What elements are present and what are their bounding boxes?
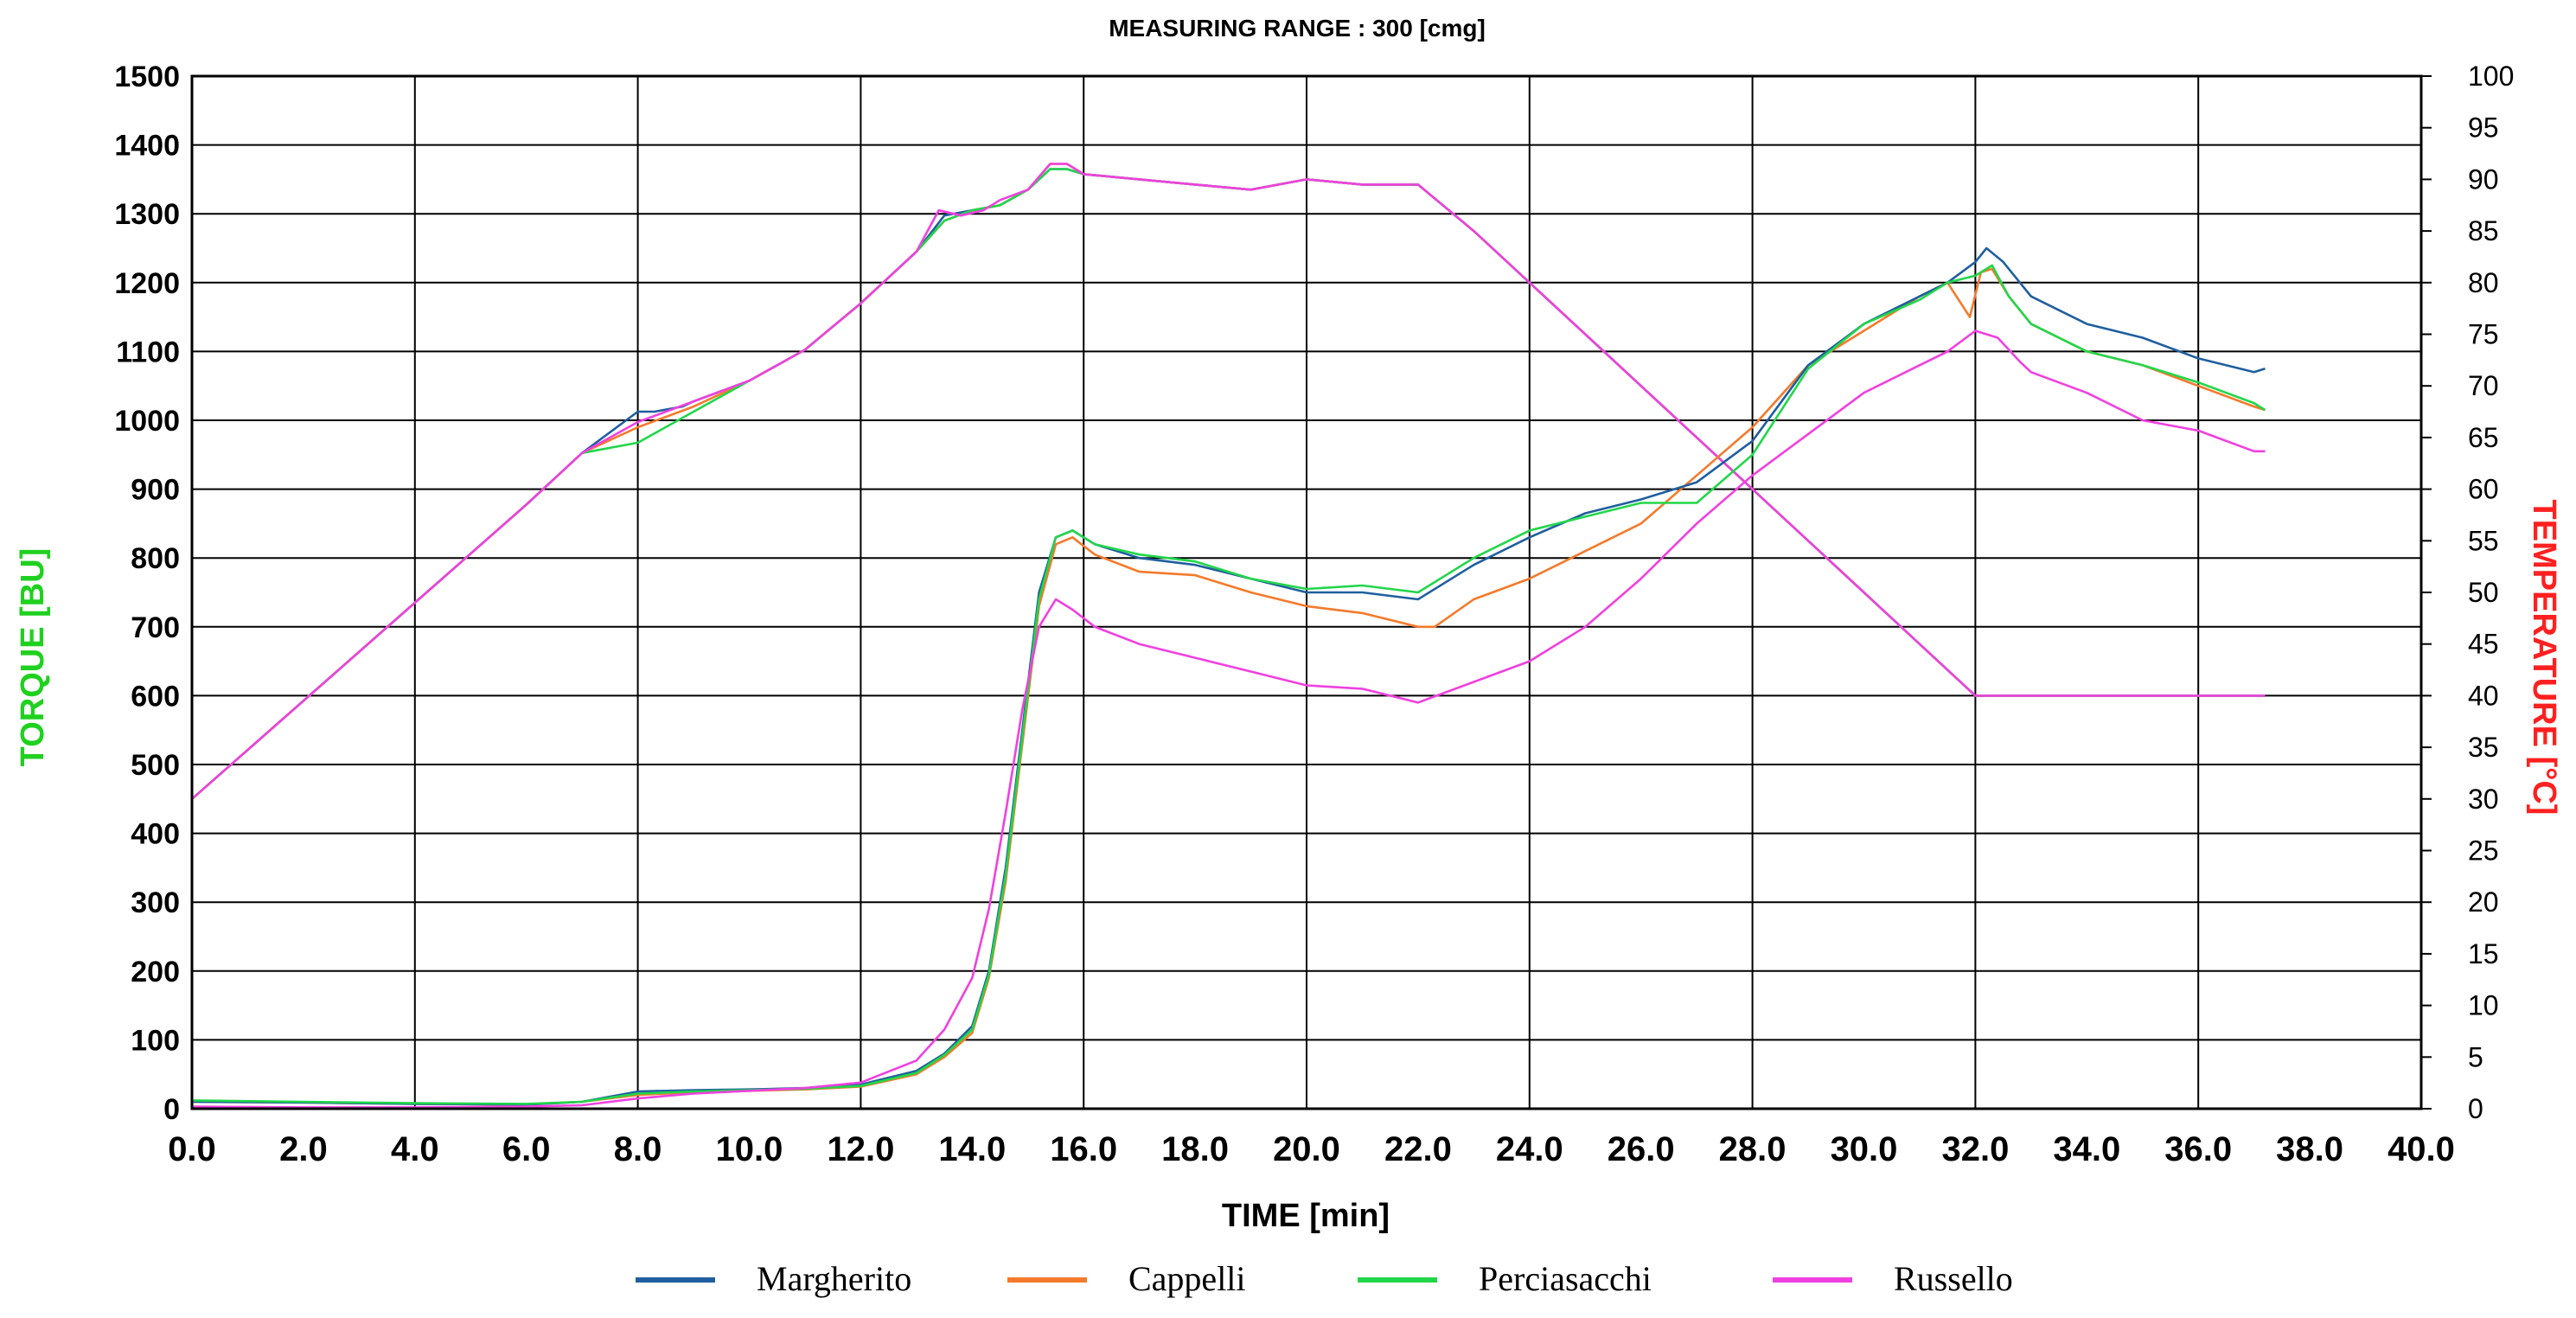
- y2-tick-label: 0: [2468, 1093, 2483, 1124]
- x-axis-title: TIME [min]: [1222, 1198, 1390, 1234]
- x-tick-label: 14.0: [938, 1130, 1006, 1168]
- y-tick-label: 100: [131, 1024, 180, 1057]
- y-axis-title: TORQUE [BU]: [15, 548, 51, 767]
- y-tick-label: 800: [131, 542, 180, 575]
- x-tick-label: 38.0: [2276, 1130, 2343, 1168]
- torque-line-russello: [191, 330, 2266, 1109]
- y-tick-label: 1100: [116, 336, 180, 368]
- y2-tick-label: 50: [2468, 577, 2499, 608]
- y2-tick-label: 25: [2468, 835, 2499, 867]
- x-tick-label: 20.0: [1273, 1130, 1340, 1168]
- y2-tick-label: 10: [2468, 990, 2499, 1021]
- y2-tick-label: 15: [2468, 938, 2499, 969]
- y2-tick-label: 95: [2468, 112, 2499, 144]
- x-axis-ticks: 0.0 2.0 4.0 6.0 8.0 10.0 12.0 14.0 16.0 18.0 20.0 2…: [168, 1130, 2455, 1168]
- x-tick-label: 40.0: [2387, 1130, 2455, 1168]
- x-tick-label: 8.0: [614, 1130, 662, 1168]
- x-tick-label: 34.0: [2053, 1130, 2120, 1168]
- y2-tick-label: 30: [2468, 784, 2499, 815]
- y2-tick-label: 55: [2468, 525, 2499, 556]
- temperature-line-russello: [191, 163, 2266, 800]
- y2-axis-title: TEMPERATURE [°C]: [2526, 500, 2562, 816]
- legend: Margherito Cappelli Perciasacchi Russello: [636, 1259, 2013, 1298]
- y-tick-label: 400: [131, 818, 180, 851]
- y-tick-label: 1500: [114, 61, 180, 93]
- y2-tick-label: 75: [2468, 319, 2499, 350]
- x-tick-label: 2.0: [279, 1130, 328, 1168]
- x-tick-label: 24.0: [1496, 1130, 1563, 1168]
- y2-tick-label: 40: [2468, 680, 2499, 711]
- x-tick-label: 18.0: [1161, 1130, 1229, 1168]
- x-tick-label: 6.0: [502, 1130, 551, 1168]
- y-tick-label: 700: [131, 611, 180, 644]
- y2-tick-label: 5: [2468, 1041, 2483, 1072]
- y2-axis-ticks: 0 5 10 15 20 25 30 35 40 45 50 55 60 65 70 75 80 85 90 95 10…: [2421, 61, 2514, 1124]
- y2-tick-label: 70: [2468, 370, 2499, 401]
- x-tick-label: 16.0: [1050, 1130, 1117, 1168]
- temperature-line-perciasacchi: [191, 168, 2266, 800]
- x-tick-label: 36.0: [2164, 1130, 2232, 1168]
- y-tick-label: 0: [163, 1093, 180, 1126]
- legend-label-cappelli: Cappelli: [1128, 1259, 1246, 1298]
- plot-series: [191, 163, 2266, 1109]
- x-tick-label: 12.0: [827, 1130, 894, 1168]
- y-tick-label: 200: [131, 956, 180, 988]
- y-tick-label: 500: [131, 749, 180, 782]
- y-tick-label: 1000: [114, 405, 180, 438]
- y2-tick-label: 35: [2468, 732, 2499, 763]
- y2-tick-label: 20: [2468, 886, 2499, 918]
- y2-tick-label: 45: [2468, 629, 2499, 660]
- y2-tick-label: 80: [2468, 267, 2499, 298]
- x-tick-label: 0.0: [168, 1130, 216, 1168]
- temperature-line-margherito: [191, 168, 2266, 800]
- y2-tick-label: 90: [2468, 163, 2499, 195]
- y-tick-label: 1200: [114, 267, 180, 300]
- x-tick-label: 30.0: [1831, 1130, 1898, 1168]
- y-tick-label: 600: [131, 680, 180, 713]
- legend-label-perciasacchi: Perciasacchi: [1479, 1259, 1652, 1298]
- legend-label-margherito: Margherito: [757, 1259, 911, 1298]
- chart-title: MEASURING RANGE : 300 [cmg]: [1109, 15, 1486, 42]
- y-axis-ticks: 0 100 200 300 400 500 600 700 800 900 1000 1100 1200…: [114, 61, 180, 1126]
- legend-label-russello: Russello: [1894, 1259, 2013, 1298]
- y-tick-label: 1400: [114, 130, 180, 163]
- y2-tick-label: 60: [2468, 474, 2499, 505]
- x-tick-label: 28.0: [1719, 1130, 1787, 1168]
- y2-tick-label: 85: [2468, 215, 2499, 246]
- x-tick-label: 32.0: [1941, 1130, 2009, 1168]
- x-tick-label: 26.0: [1608, 1130, 1675, 1168]
- torque-line-cappelli: [191, 267, 2266, 1106]
- y2-tick-label: 100: [2468, 61, 2514, 92]
- y2-tick-label: 65: [2468, 422, 2499, 453]
- temperature-line-cappelli: [191, 163, 2266, 800]
- torque-line-perciasacchi: [191, 264, 2266, 1105]
- y-tick-label: 300: [131, 886, 180, 919]
- y-tick-label: 1300: [114, 198, 180, 231]
- y-tick-label: 900: [131, 474, 180, 507]
- x-tick-label: 22.0: [1384, 1130, 1452, 1168]
- x-tick-label: 4.0: [391, 1130, 439, 1168]
- x-tick-label: 10.0: [716, 1130, 783, 1168]
